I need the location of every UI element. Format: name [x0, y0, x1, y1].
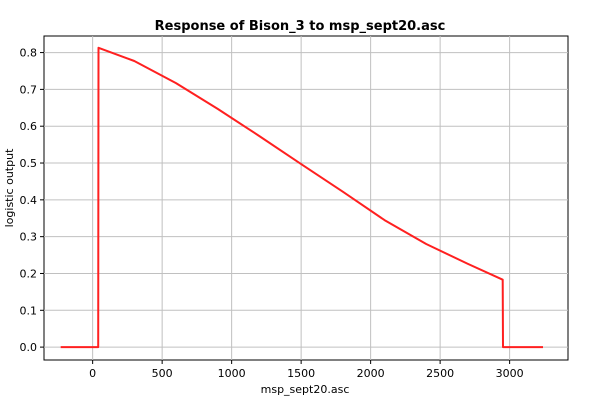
y-tick-label: 0.6 [20, 120, 38, 133]
y-tick-label: 0.3 [20, 231, 38, 244]
series-line [60, 46, 543, 349]
grid [44, 36, 568, 360]
y-tick-label: 0.1 [20, 304, 38, 317]
x-tick-label: 3000 [496, 367, 524, 380]
y-tick-label: 0.8 [20, 47, 38, 60]
series-layer [60, 46, 543, 349]
ticks: 0 500 1000 1500 2000 2500 3000 0.0 0.1 0.2 0.3 0.4 0… [20, 47, 524, 380]
y-tick-label: 0.7 [20, 83, 38, 96]
x-tick-label: 2000 [357, 367, 385, 380]
y-axis-label: logistic output [3, 148, 16, 227]
y-tick-label: 0.0 [20, 341, 38, 354]
x-tick-label: 1500 [287, 367, 315, 380]
x-tick-label: 2500 [426, 367, 454, 380]
x-tick-label: 500 [152, 367, 173, 380]
y-tick-label: 0.5 [20, 157, 38, 170]
x-tick-label: 0 [89, 367, 96, 380]
y-tick-label: 0.4 [20, 194, 38, 207]
x-axis-label: msp_sept20.asc [261, 383, 350, 396]
y-tick-label: 0.2 [20, 267, 38, 280]
chart-title: Response of Bison_3 to msp_sept20.asc [155, 19, 446, 34]
x-tick-label: 1000 [218, 367, 246, 380]
plot-area [43, 35, 569, 361]
